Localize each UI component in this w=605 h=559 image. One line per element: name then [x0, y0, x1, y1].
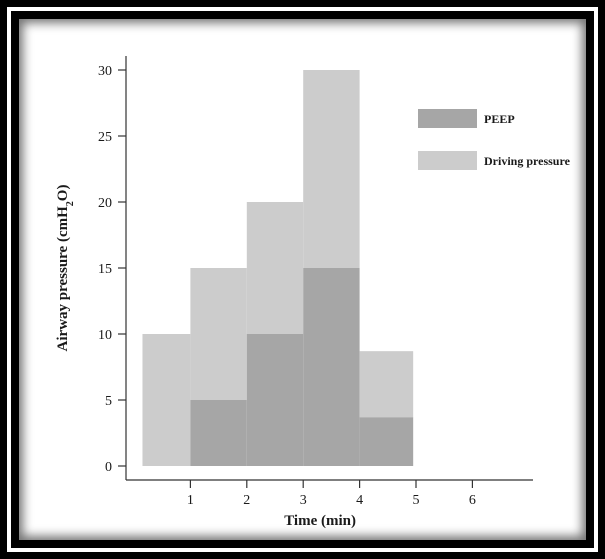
x-tick-label-1: 1: [187, 493, 194, 508]
chart-card: 0 5 10 15 20 25 30 1 2 3 4 5 6 Time (min) Airway pr…: [19, 19, 586, 540]
y-axis-title-main: Airway pressure (cmH: [55, 206, 71, 352]
bars-layer: [142, 70, 414, 466]
bar-driving-pressure-5: [359, 351, 414, 418]
y-tick-label-0: 0: [105, 460, 112, 475]
legend-label-driving: Driving pressure: [484, 154, 571, 168]
y-axis-title: Airway pressure (cmH2O): [55, 185, 76, 352]
airway-pressure-chart: 0 5 10 15 20 25 30 1 2 3 4 5 6 Time (min) Airway pr…: [55, 56, 571, 529]
bar-driving-pressure-3: [246, 202, 304, 334]
x-tick-label-6: 6: [469, 493, 476, 508]
bar-peep-2: [190, 400, 247, 466]
y-tick-label-20: 20: [98, 196, 112, 211]
y-ticks: 0 5 10 15 20 25 30: [98, 64, 126, 475]
legend-label-peep: PEEP: [484, 112, 515, 126]
x-tick-label-3: 3: [300, 493, 307, 508]
bar-peep-3: [246, 334, 304, 466]
x-axis-title: Time (min): [284, 513, 356, 529]
x-tick-label-4: 4: [356, 493, 363, 508]
legend: PEEP Driving pressure: [418, 109, 571, 170]
legend-swatch-peep: [418, 109, 477, 128]
bar-peep-4: [303, 268, 360, 466]
x-tick-label-5: 5: [413, 493, 420, 508]
x-ticks: 1 2 3 4 5 6: [187, 480, 476, 508]
legend-swatch-driving: [418, 151, 477, 170]
y-axis-title-tail: O): [55, 185, 71, 202]
y-tick-label-30: 30: [98, 64, 112, 79]
bar-driving-pressure-2: [190, 268, 247, 400]
y-tick-label-5: 5: [105, 394, 112, 409]
y-tick-label-25: 25: [98, 130, 112, 145]
y-tick-label-10: 10: [98, 328, 112, 343]
bar-driving-pressure-1: [142, 334, 191, 466]
bar-peep-5: [359, 417, 414, 466]
y-axis-title-subscript: 2: [65, 201, 76, 206]
x-tick-label-2: 2: [243, 493, 250, 508]
bar-driving-pressure-4: [303, 70, 360, 268]
y-tick-label-15: 15: [98, 262, 112, 277]
frame-border: 0 5 10 15 20 25 30 1 2 3 4 5 6 Time (min) Airway pr…: [7, 7, 598, 552]
